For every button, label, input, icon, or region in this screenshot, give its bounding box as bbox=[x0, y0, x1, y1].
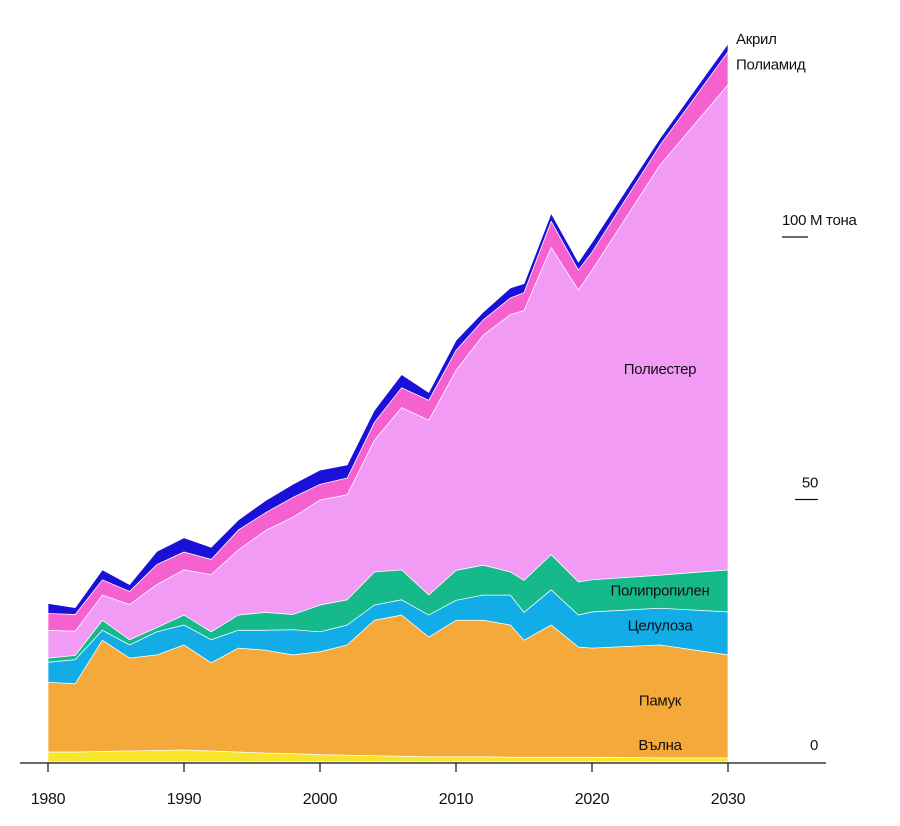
x-tick-label: 2000 bbox=[303, 791, 338, 808]
series-label: Полипропилен bbox=[610, 583, 709, 600]
series-label: Полиестер bbox=[624, 361, 696, 378]
x-tick-label: 2020 bbox=[575, 791, 610, 808]
y-tick-label: 50 bbox=[802, 474, 818, 491]
series-label: Полиамид bbox=[736, 57, 806, 74]
series-label: Вълна bbox=[638, 737, 682, 754]
series-label: Памук bbox=[639, 692, 682, 709]
x-tick-label: 1990 bbox=[167, 791, 202, 808]
y-tick-label: 0 bbox=[810, 737, 818, 754]
y-tick-label: 100 М тона bbox=[782, 212, 857, 229]
areas bbox=[47, 43, 729, 763]
series-label: Целулоза bbox=[628, 618, 694, 635]
area-6 bbox=[47, 43, 729, 615]
x-tick-label: 2030 bbox=[711, 791, 746, 808]
labels: Вълна Памук Целулоза Полипропилен Полиестер П… bbox=[31, 31, 858, 808]
x-tick-label: 2010 bbox=[439, 791, 474, 808]
series-label: Акрил bbox=[736, 31, 777, 48]
x-tick-label: 1980 bbox=[31, 791, 66, 808]
